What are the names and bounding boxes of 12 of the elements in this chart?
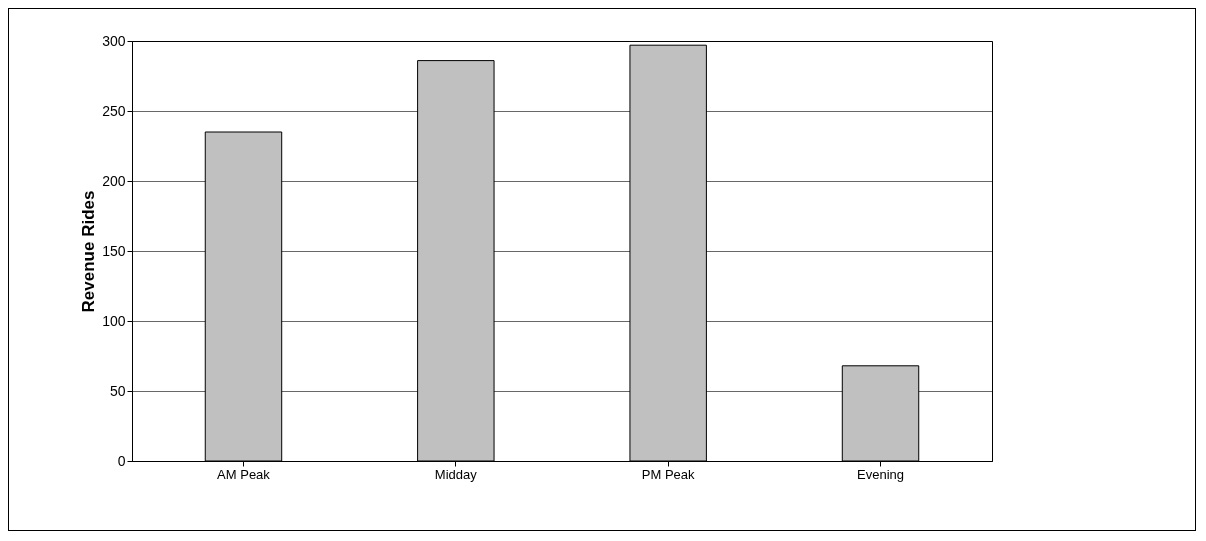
y-axis-title: Revenue Rides: [79, 190, 99, 313]
y-tick-label: 150: [102, 242, 126, 259]
y-tick-label: 200: [102, 172, 126, 189]
y-tick-label: 250: [102, 102, 126, 119]
y-tick-label: 0: [117, 452, 126, 469]
y-tick-label: 100: [102, 312, 126, 329]
y-tick-label: 300: [102, 32, 126, 49]
y-tick-label: 50: [109, 382, 126, 399]
x-tick-label: Evening: [857, 466, 905, 482]
x-tick-label: AM Peak: [217, 466, 271, 482]
x-tick-label: PM Peak: [641, 466, 696, 482]
x-tick-label: Midday: [434, 466, 478, 482]
